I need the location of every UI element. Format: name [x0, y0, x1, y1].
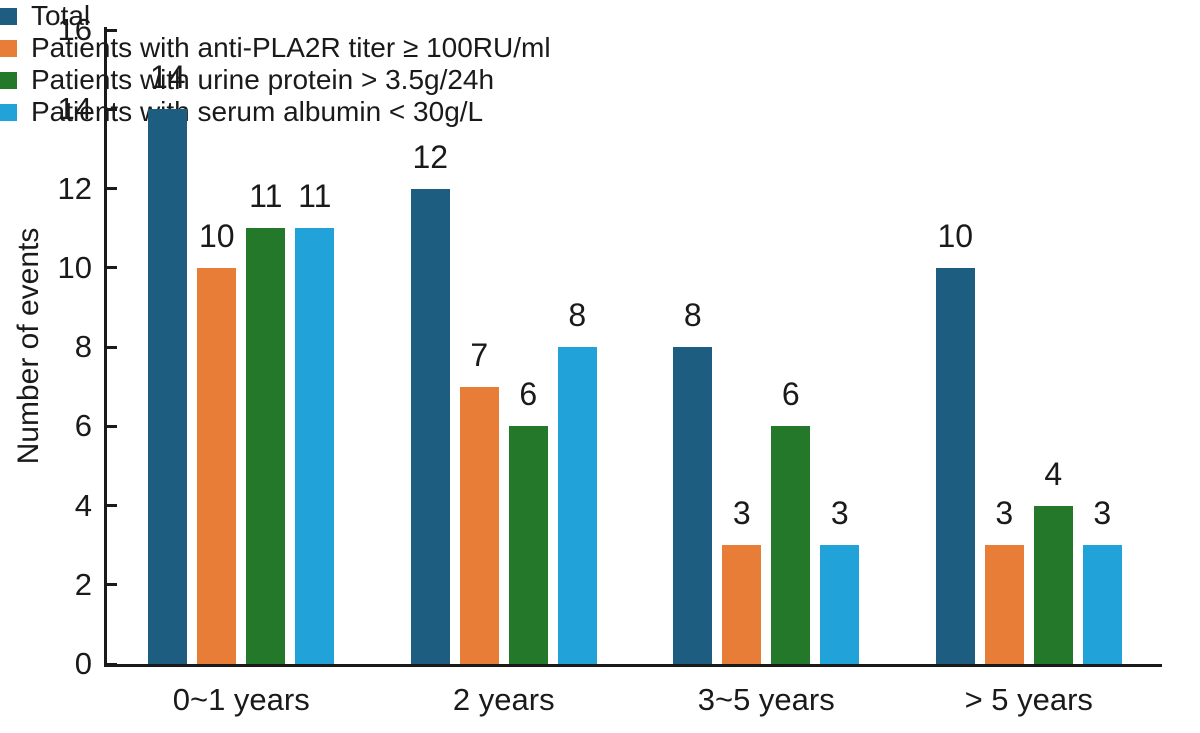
bar-group: 14 10 11 11 — [110, 30, 373, 664]
bar-value-label: 4 — [1044, 455, 1063, 492]
bar — [771, 426, 811, 664]
y-tick-mark — [107, 424, 117, 428]
bar-slot: 6 — [771, 30, 811, 664]
bar-value-label: 7 — [470, 336, 489, 373]
y-tick-label: 2 — [74, 566, 92, 602]
bar-slot: 10 — [197, 30, 237, 664]
bar-value-label: 3 — [1093, 495, 1112, 532]
bar-group: 12 7 6 8 — [373, 30, 636, 664]
y-tick-label: 12 — [57, 170, 92, 206]
legend-item: Patients with anti-PLA2R titer ≥ 100RU/m… — [0, 32, 1200, 64]
bar — [673, 347, 713, 664]
bar-value-label: 6 — [781, 376, 800, 413]
bar — [295, 228, 335, 664]
bar-value-label: 11 — [298, 178, 332, 215]
bar-slot: 8 — [673, 30, 713, 664]
bar-value-label: 12 — [412, 138, 449, 175]
y-tick-mark — [107, 187, 117, 190]
bar — [459, 386, 499, 664]
bar — [410, 188, 450, 664]
bar-group: 10 3 4 3 — [898, 30, 1161, 664]
y-tick-label: 10 — [57, 249, 92, 285]
y-tick-label: 8 — [74, 329, 92, 364]
bar-value-label: 8 — [683, 297, 702, 333]
bar-value-label: 10 — [937, 217, 974, 254]
bar-slot: 3 — [820, 30, 860, 664]
y-tick-mark — [107, 345, 117, 349]
bar-slot: 14 — [148, 30, 188, 664]
y-tick-mark — [107, 107, 117, 111]
x-axis-label: 2 years — [452, 682, 555, 717]
x-axis-label: 3~5 years — [697, 682, 835, 717]
y-tick-mark — [107, 662, 117, 666]
y-tick-mark — [107, 583, 117, 587]
y-axis-line — [104, 27, 107, 667]
bar — [820, 545, 860, 664]
y-tick-mark — [107, 28, 117, 32]
bar-group: 8 3 6 3 — [635, 30, 898, 664]
y-tick-label: 4 — [74, 487, 92, 523]
y-tick-mark — [107, 504, 117, 507]
legend-swatch — [0, 39, 17, 57]
bar-slot: 4 — [1033, 30, 1073, 664]
bar-slot: 6 — [508, 30, 548, 664]
bar-value-label: 14 — [149, 59, 186, 96]
legend-item: Patients with urine protein > 3.5g/24h — [0, 64, 1200, 96]
x-axis-line — [104, 664, 1162, 667]
bar — [722, 545, 762, 664]
x-axis-label: > 5 years — [964, 682, 1093, 717]
bar-value-label: 8 — [568, 297, 587, 333]
bar — [197, 267, 237, 664]
bar — [935, 267, 975, 664]
bar-slot: 3 — [1082, 30, 1122, 664]
bar-slot: 3 — [984, 30, 1024, 664]
bar — [1082, 545, 1122, 664]
y-tick-label: 16 — [57, 12, 92, 47]
bar-slot: 11 — [295, 30, 335, 664]
bar-slot: 7 — [459, 30, 499, 664]
y-tick-label: 0 — [74, 646, 92, 681]
bar-value-label: 11 — [249, 178, 283, 215]
bar — [246, 228, 286, 664]
bar-slot: 3 — [722, 30, 762, 664]
bar-slot: 8 — [557, 30, 597, 664]
y-tick-mark — [107, 266, 117, 270]
bar-value-label: 3 — [830, 495, 849, 532]
legend-item: Total — [0, 0, 1200, 32]
bar-value-label: 3 — [995, 495, 1014, 532]
y-tick-label: 6 — [74, 408, 92, 444]
bar — [557, 347, 597, 664]
bar-slot: 11 — [246, 30, 286, 664]
bar-value-label: 3 — [732, 495, 751, 532]
bar-slot: 10 — [935, 30, 975, 664]
bar-value-label: 10 — [198, 217, 235, 254]
bar-slot: 12 — [410, 30, 450, 664]
bar-value-label: 6 — [519, 376, 538, 413]
bar — [1033, 505, 1073, 664]
legend-label: Patients with anti-PLA2R titer ≥ 100RU/m… — [31, 32, 551, 63]
legend-label: Patients with urine protein > 3.5g/24h — [31, 64, 495, 95]
bar — [508, 426, 548, 664]
y-tick-label: 14 — [57, 91, 92, 127]
legend-swatch — [0, 7, 17, 25]
x-axis-label: 0~1 years — [172, 682, 310, 717]
bar — [148, 109, 188, 664]
legend-swatch — [0, 103, 17, 121]
legend-swatch — [0, 71, 17, 89]
legend-label: Total — [31, 0, 91, 31]
bar — [984, 545, 1024, 664]
